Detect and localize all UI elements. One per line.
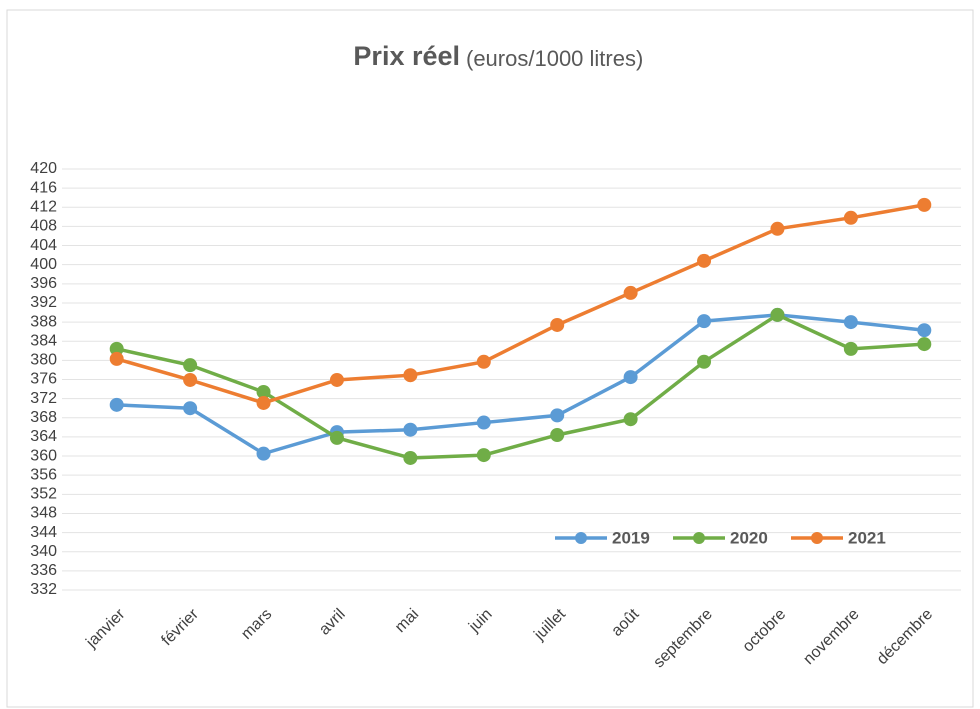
legend-marker [575, 532, 587, 544]
legend-marker [693, 532, 705, 544]
y-tick-label: 348 [30, 505, 57, 522]
y-tick-label: 344 [30, 524, 57, 541]
data-point [403, 422, 418, 437]
data-point [476, 448, 491, 463]
y-tick-label: 408 [30, 218, 57, 235]
data-point [109, 341, 124, 356]
data-point [770, 307, 785, 322]
data-point [550, 408, 565, 423]
y-tick-label: 340 [30, 543, 57, 560]
legend-label: 2019 [612, 528, 650, 547]
y-tick-label: 396 [30, 275, 57, 292]
y-tick-label: 384 [30, 332, 57, 349]
data-point [403, 450, 418, 465]
data-point [256, 384, 271, 399]
chart-subtitle: (euros/1000 litres) [466, 46, 643, 71]
data-point [476, 354, 491, 369]
data-point [843, 210, 858, 225]
y-tick-label: 372 [30, 390, 57, 407]
data-point [917, 323, 932, 338]
y-tick-label: 356 [30, 466, 57, 483]
data-point [770, 221, 785, 236]
data-point [697, 314, 712, 329]
data-point [697, 253, 712, 268]
y-tick-label: 404 [30, 237, 57, 254]
data-point [917, 197, 932, 212]
y-tick-label: 352 [30, 486, 57, 503]
data-point [256, 446, 271, 461]
y-tick-label: 360 [30, 447, 57, 464]
legend-label: 2021 [848, 528, 886, 547]
y-tick-label: 416 [30, 179, 57, 196]
y-tick-label: 400 [30, 256, 57, 273]
data-point [109, 397, 124, 412]
y-tick-label: 332 [30, 581, 57, 598]
series-line [116, 203, 925, 405]
data-point [843, 315, 858, 330]
series-line [116, 312, 925, 460]
data-point [550, 427, 565, 442]
data-point [256, 395, 271, 410]
data-point [917, 337, 932, 352]
data-point [329, 430, 344, 445]
y-tick-label: 364 [30, 428, 57, 445]
y-tick-label: 420 [30, 160, 57, 177]
data-point [623, 285, 638, 300]
legend-label: 2020 [730, 528, 768, 547]
chart-title: Prix réel [353, 41, 460, 71]
y-tick-label: 336 [30, 562, 57, 579]
data-point [183, 372, 198, 387]
data-point [403, 368, 418, 383]
y-tick-label: 392 [30, 294, 57, 311]
y-tick-label: 376 [30, 371, 57, 388]
data-point [623, 412, 638, 427]
y-tick-label: 368 [30, 409, 57, 426]
y-tick-label: 388 [30, 313, 57, 330]
data-point [476, 415, 491, 430]
y-tick-label: 412 [30, 198, 57, 215]
series-line [116, 313, 925, 456]
data-point [697, 354, 712, 369]
data-point [329, 372, 344, 387]
y-tick-label: 380 [30, 352, 57, 369]
data-point [183, 401, 198, 416]
data-point [550, 317, 565, 332]
data-point [843, 341, 858, 356]
legend-marker [811, 532, 823, 544]
data-point [109, 351, 124, 366]
data-point [183, 358, 198, 373]
data-point [623, 370, 638, 385]
